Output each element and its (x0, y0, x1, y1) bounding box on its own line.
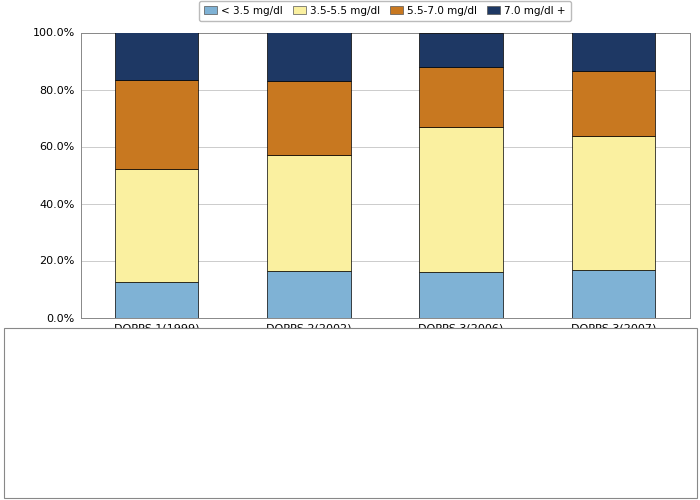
Text: 107: 107 (300, 424, 318, 434)
Text: 3.5-5.5 mg/dl (N Ptnts): 3.5-5.5 mg/dl (N Ptnts) (9, 387, 123, 397)
Text: 40.6%: 40.6% (293, 405, 325, 415)
Text: 47.0%: 47.0% (598, 405, 629, 415)
Text: 31.4%: 31.4% (141, 442, 172, 452)
Text: 61: 61 (150, 351, 163, 361)
Text: 5.5-7.0 mg/dl (N Ptnts): 5.5-7.0 mg/dl (N Ptnts) (9, 424, 123, 434)
Bar (267, 32, 351, 81)
Bar (571, 136, 655, 270)
Bar (571, 70, 655, 136)
Text: 16.6%: 16.6% (598, 369, 629, 379)
Text: 3.5-5.5 mg/dl (Wgtd %): 3.5-5.5 mg/dl (Wgtd %) (9, 405, 126, 415)
Text: DOPPS 1(1999): DOPPS 1(1999) (117, 334, 197, 344)
Text: 67: 67 (302, 351, 315, 361)
Text: 12.1%: 12.1% (445, 478, 477, 488)
Text: DOPPS 3(2007): DOPPS 3(2007) (573, 334, 653, 344)
Text: 7.0 mg/dl +   (Wgtd %): 7.0 mg/dl + (Wgtd %) (9, 478, 125, 488)
Text: 5.5-7.0 mg/dl (Wgtd %): 5.5-7.0 mg/dl (Wgtd %) (9, 442, 126, 452)
Text: DOPPS 3(2006): DOPPS 3(2006) (421, 334, 501, 344)
Bar (267, 271, 351, 318)
Text: 77: 77 (455, 424, 468, 434)
Text: 45: 45 (607, 460, 620, 469)
Text: 50.8%: 50.8% (445, 405, 477, 415)
Text: < 3.5 mg/dl   (N Ptnts): < 3.5 mg/dl (N Ptnts) (9, 351, 121, 361)
Text: DOPPS 2(2002): DOPPS 2(2002) (269, 334, 349, 344)
Text: 23.0%: 23.0% (598, 442, 629, 452)
Text: 17.0%: 17.0% (293, 478, 325, 488)
Text: 16.1%: 16.1% (445, 369, 477, 379)
Text: 39.7%: 39.7% (141, 405, 172, 415)
Text: 20.9%: 20.9% (445, 442, 477, 452)
Text: 72: 72 (302, 460, 315, 469)
Bar (115, 282, 199, 318)
Bar (419, 272, 503, 318)
Text: 26.1%: 26.1% (293, 442, 325, 452)
Legend: < 3.5 mg/dl, 3.5-5.5 mg/dl, 5.5-7.0 mg/dl, 7.0 mg/dl +: < 3.5 mg/dl, 3.5-5.5 mg/dl, 5.5-7.0 mg/d… (199, 0, 571, 21)
Text: 194: 194 (452, 387, 470, 397)
Text: 53: 53 (607, 351, 620, 361)
Text: 41: 41 (455, 460, 468, 469)
Text: 7.0 mg/dl +   (N Ptnts): 7.0 mg/dl + (N Ptnts) (9, 460, 121, 469)
Bar (419, 127, 503, 272)
Text: 170: 170 (300, 387, 318, 397)
Text: < 3.5 mg/dl   (Wgtd %): < 3.5 mg/dl (Wgtd %) (9, 369, 124, 379)
Text: 16.3%: 16.3% (293, 369, 325, 379)
Bar (571, 32, 655, 70)
Text: 16.6%: 16.6% (141, 478, 172, 488)
Text: 68: 68 (607, 424, 620, 434)
Bar (115, 170, 199, 282)
Text: 84: 84 (150, 460, 163, 469)
Bar (419, 68, 503, 127)
Bar (115, 32, 199, 80)
Bar (419, 33, 503, 68)
Text: 59: 59 (455, 351, 468, 361)
Text: 13.4%: 13.4% (598, 478, 629, 488)
Bar (571, 270, 655, 318)
Bar (115, 80, 199, 170)
Bar (267, 81, 351, 156)
Text: 154: 154 (147, 424, 166, 434)
Text: 196: 196 (147, 387, 166, 397)
Text: 146: 146 (604, 387, 623, 397)
Bar (267, 156, 351, 271)
Text: 12.3%: 12.3% (141, 369, 172, 379)
